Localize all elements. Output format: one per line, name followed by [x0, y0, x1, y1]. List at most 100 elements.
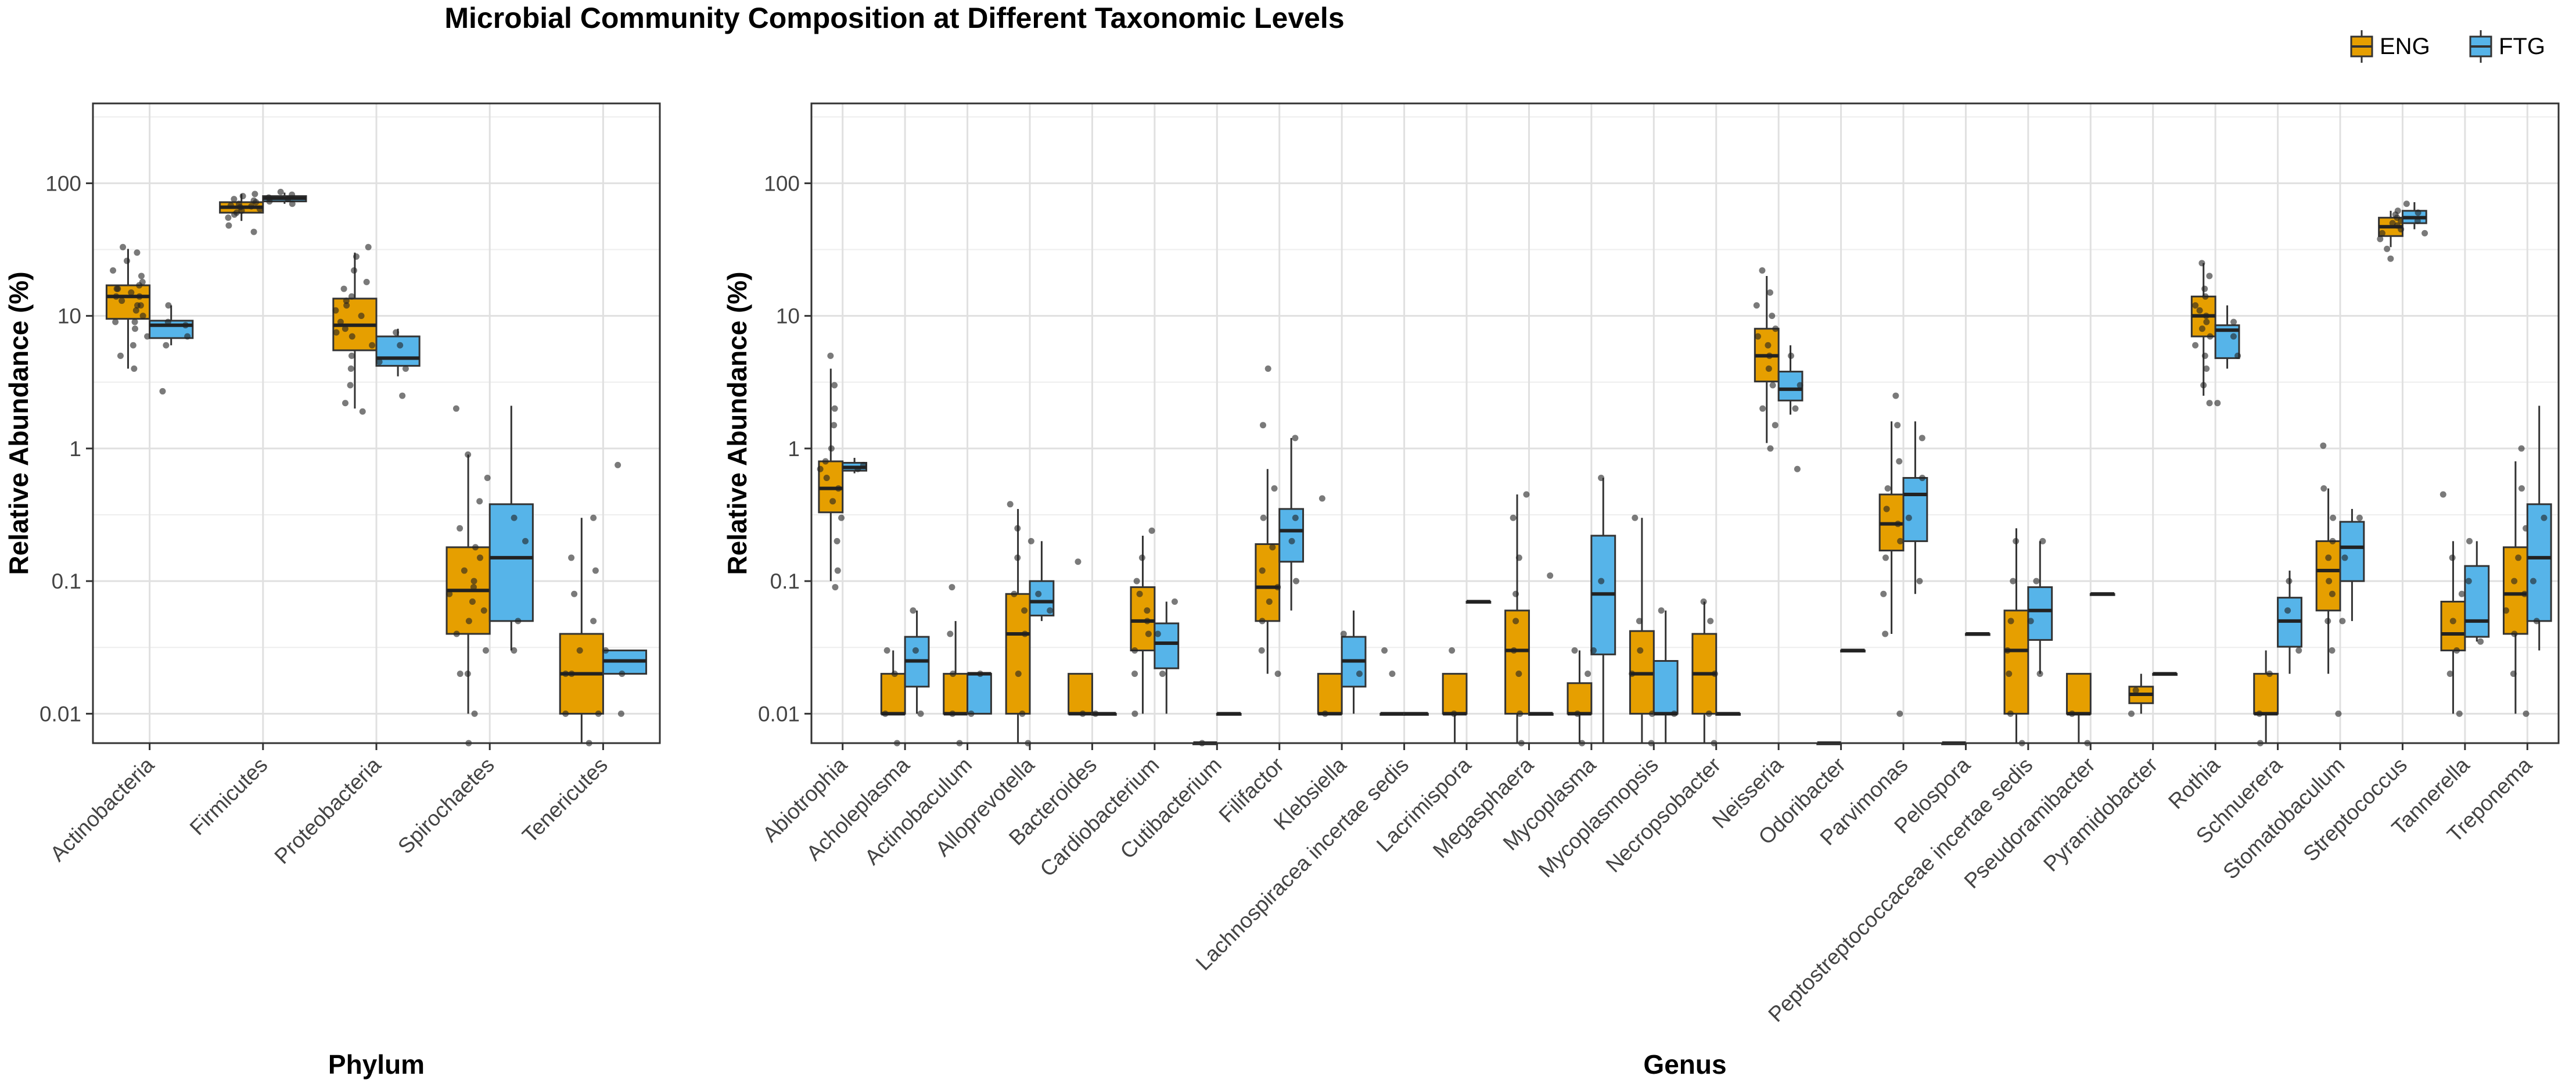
category-spirochaetes [445, 405, 534, 747]
data-point [1894, 422, 1901, 429]
data-point [2200, 382, 2207, 389]
data-point [1512, 590, 1519, 597]
box-ftg [967, 671, 992, 717]
data-point [225, 222, 232, 229]
data-point [464, 671, 471, 677]
panel-genus: 0.01 0.1 1 10 100 Relative Abundance (%) Abiot… [722, 102, 2560, 1080]
data-point [2384, 245, 2391, 252]
box-ftg [1154, 598, 1180, 714]
box-ftg [2464, 537, 2490, 645]
data-point [833, 537, 840, 544]
data-point [2068, 710, 2075, 717]
data-point [1574, 710, 1581, 717]
data-point [159, 388, 166, 395]
category-proteobacteria [332, 243, 421, 415]
data-point [138, 272, 145, 279]
data-point [1340, 630, 1347, 637]
data-point [1892, 392, 1899, 399]
data-point [136, 293, 143, 300]
data-point [369, 342, 376, 349]
y-tick-label: 10 [58, 304, 81, 328]
data-point [2389, 220, 2396, 227]
data-point [1510, 647, 1517, 654]
data-point [2320, 485, 2327, 492]
panel-border [810, 102, 2560, 744]
data-point [1515, 554, 1522, 561]
box-ftg [1590, 475, 1616, 743]
data-point [2320, 442, 2327, 449]
data-point [2036, 671, 2043, 677]
data-point [2511, 578, 2518, 585]
data-point [1512, 618, 1519, 625]
data-point [2039, 537, 2046, 544]
box-eng [1255, 365, 1281, 677]
data-point [2203, 365, 2210, 372]
data-point [1007, 501, 1014, 508]
category-acholeplasma [880, 607, 930, 747]
data-point [452, 405, 459, 412]
data-point [252, 191, 258, 198]
data-point [823, 475, 830, 482]
data-point [365, 243, 372, 250]
box-ftg [2152, 672, 2178, 676]
data-point [2207, 333, 2214, 340]
data-point [2341, 554, 2348, 561]
data-point [2010, 578, 2017, 585]
data-point [1449, 647, 1456, 654]
data-point [1171, 598, 1178, 605]
data-point [337, 318, 344, 325]
data-point [1769, 382, 1776, 389]
legend-label-ftg: FTG [2499, 34, 2545, 59]
data-point [1772, 325, 1779, 332]
data-point [250, 197, 257, 204]
box-eng [2253, 650, 2279, 747]
data-point [1148, 527, 1155, 534]
box-eng [880, 647, 906, 747]
box-ftg [602, 461, 648, 717]
data-point [576, 647, 583, 654]
box-ftg [1964, 632, 1991, 636]
data-point [910, 607, 917, 614]
data-point [1792, 405, 1799, 412]
box-iqr [2003, 609, 2029, 715]
data-point [349, 333, 355, 340]
box-ftg [904, 607, 930, 717]
y-axis: 0.01 0.1 1 10 100 Relative Abundance (%) [722, 171, 811, 726]
data-point [2465, 578, 2472, 585]
data-point [131, 325, 138, 332]
data-point [359, 408, 366, 415]
data-point [1259, 422, 1266, 429]
data-point [883, 647, 890, 654]
data-point [1259, 618, 1266, 625]
data-point [347, 382, 354, 389]
data-point [917, 710, 924, 717]
data-point [2013, 537, 2020, 544]
box-ftg [2339, 508, 2365, 625]
data-point [1571, 647, 1578, 654]
box-iqr [1068, 673, 1093, 715]
category-necropsobacter [1691, 598, 1741, 747]
data-point [113, 293, 120, 300]
data-point [131, 318, 138, 325]
data-point [1450, 710, 1457, 717]
x-tick-label: Proteobacteria [270, 752, 385, 868]
box-ftg [1027, 537, 1055, 621]
data-point [949, 710, 956, 717]
data-point [568, 671, 575, 677]
data-point [2206, 272, 2213, 279]
data-point [2518, 485, 2525, 492]
data-point [2230, 318, 2237, 325]
panels: 0.01 0.1 1 10 100 Relative Abundance (%) Actin… [3, 102, 2560, 1080]
data-point [947, 630, 954, 637]
data-point [1918, 435, 1925, 442]
box-ftg [1528, 572, 1554, 716]
data-point [827, 352, 834, 359]
box-iqr [1567, 682, 1593, 715]
data-point [2230, 333, 2237, 340]
data-point [2325, 554, 2332, 561]
data-point [130, 342, 136, 349]
box-iqr [2339, 521, 2365, 582]
data-point [1896, 458, 1903, 465]
data-point [1916, 578, 1923, 585]
box-iqr [1652, 660, 1679, 715]
